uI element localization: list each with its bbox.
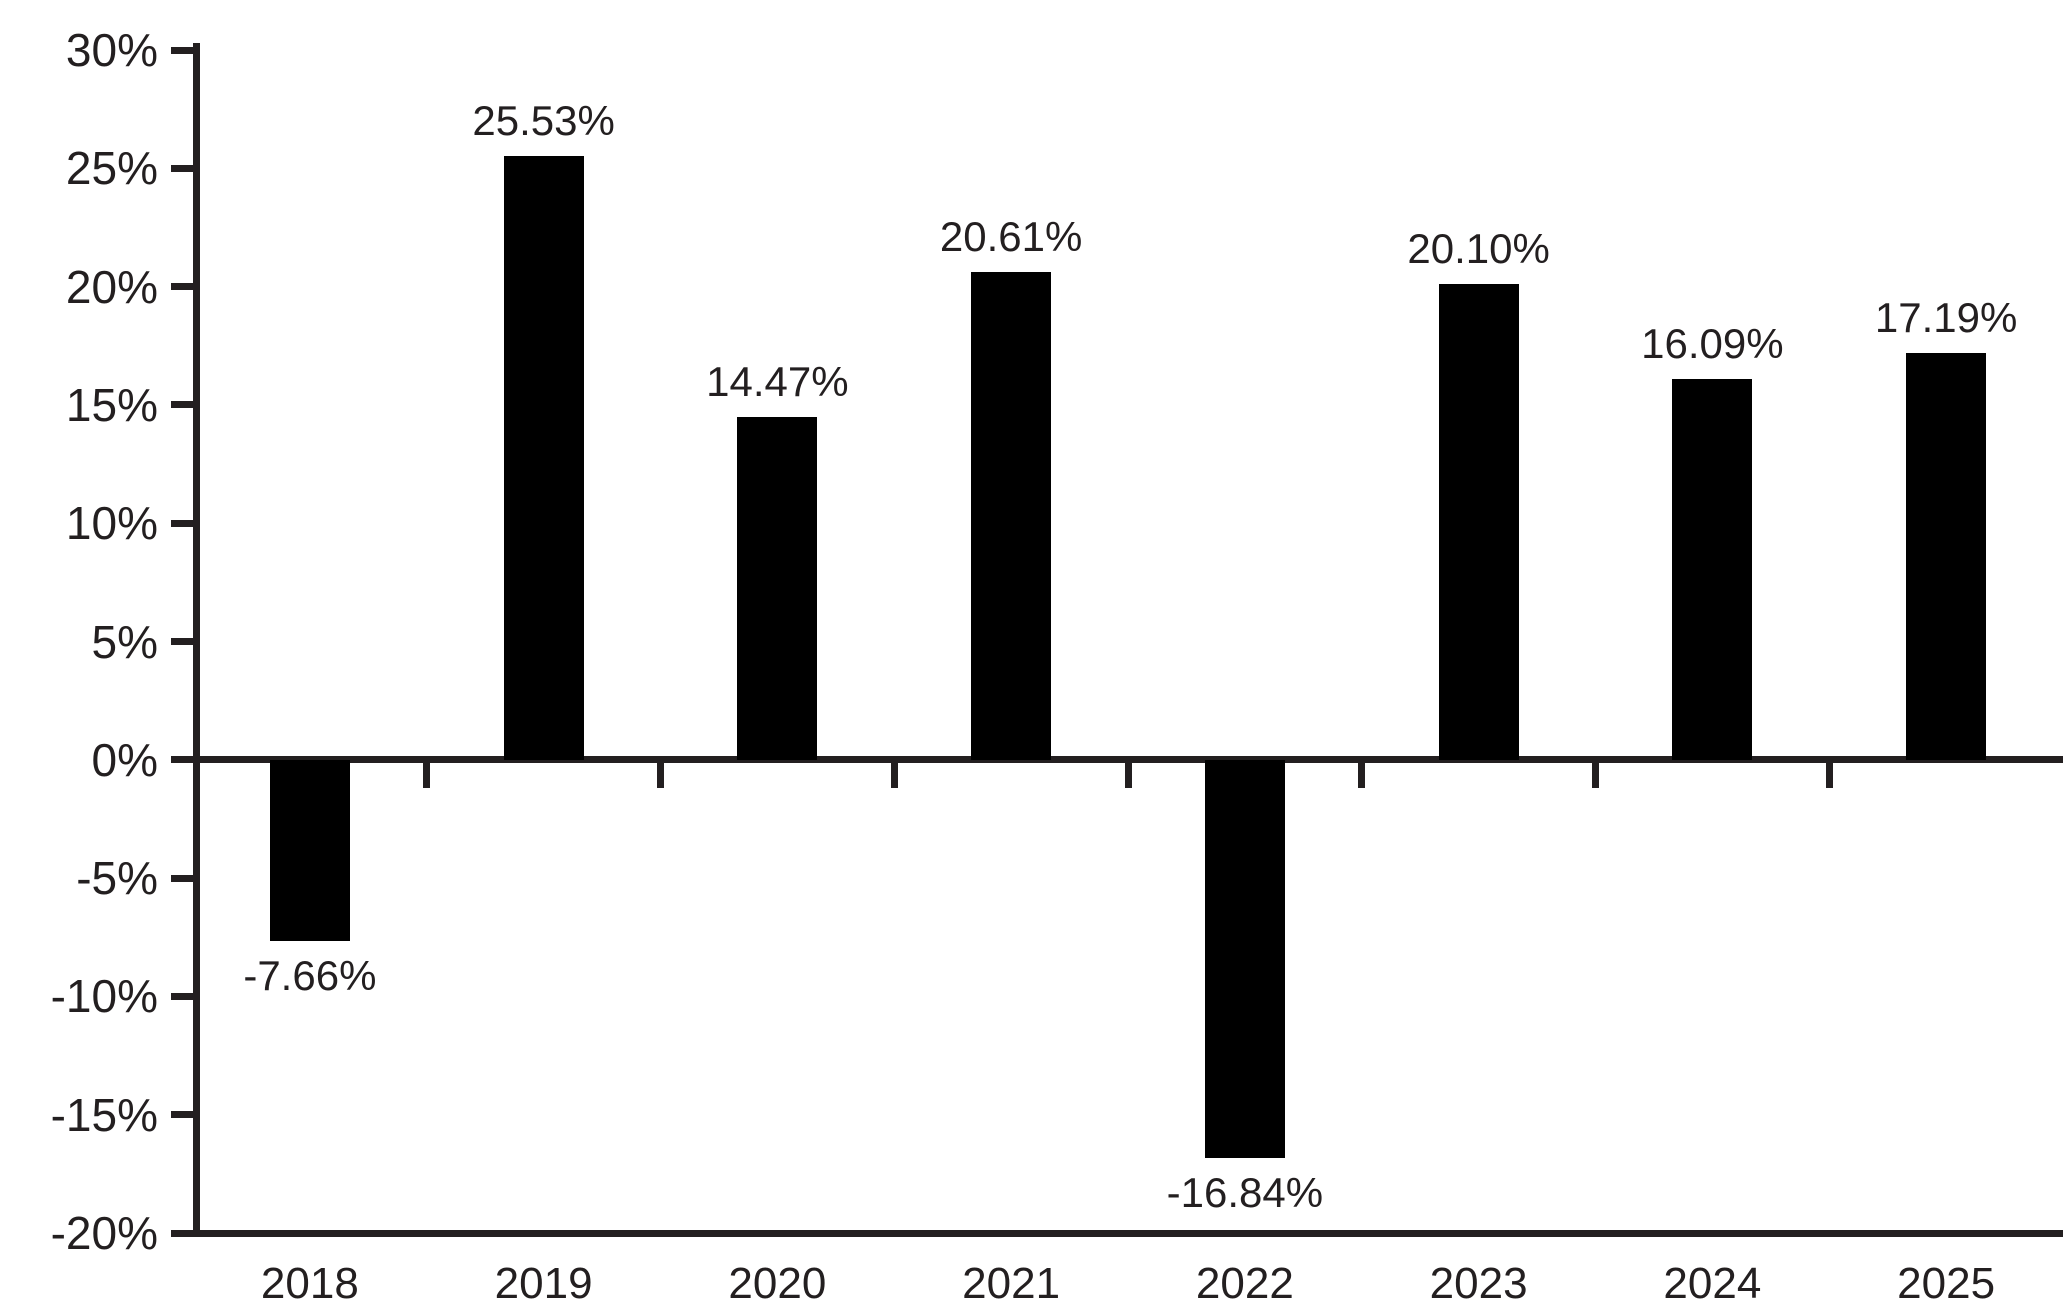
- bar-2024: [1672, 379, 1753, 760]
- x-axis-bottom-line: [193, 1229, 2063, 1237]
- y-axis-line: [193, 43, 200, 1237]
- bar-value-label: 14.47%: [706, 358, 849, 406]
- x-axis-category-label: 2021: [962, 1259, 1061, 1308]
- bar-value-label: 17.19%: [1874, 294, 2018, 342]
- x-axis-category-label: 2019: [494, 1259, 593, 1308]
- x-axis-tick: [1124, 763, 1132, 789]
- y-axis-tick-label: -5%: [76, 852, 158, 905]
- x-axis-tick: [1825, 763, 1833, 789]
- y-axis-tick-label: 20%: [65, 260, 158, 313]
- y-axis-tick: [171, 874, 193, 882]
- x-axis-tick: [1358, 763, 1366, 789]
- bar-value-label: 20.10%: [1407, 225, 1550, 273]
- y-axis-tick-label: 5%: [91, 615, 158, 668]
- bar-2020: [737, 417, 818, 760]
- x-axis-zero-line: [193, 756, 2063, 764]
- bar-2025: [1906, 353, 1987, 760]
- bar-value-label: 16.09%: [1641, 320, 1784, 368]
- y-axis-tick: [171, 401, 193, 409]
- x-axis-tick: [1592, 763, 1599, 789]
- x-axis-category-label: 2020: [728, 1259, 827, 1308]
- y-axis-tick: [171, 46, 193, 54]
- bar-2021: [971, 272, 1052, 760]
- bar-value-label: -7.66%: [243, 952, 377, 1000]
- y-axis-tick-label: 25%: [65, 142, 158, 195]
- bar-2022: [1204, 759, 1285, 1159]
- y-axis-tick: [171, 992, 193, 1000]
- y-axis-tick-label: 10%: [65, 497, 158, 550]
- y-axis-tick-label: 0%: [91, 733, 158, 786]
- bar-2023: [1438, 284, 1519, 760]
- bar-2018: [269, 759, 350, 942]
- bar-value-label: 20.61%: [939, 213, 1083, 261]
- y-axis-tick-label: -20%: [50, 1207, 158, 1259]
- x-axis-tick: [890, 763, 898, 789]
- y-axis-tick: [171, 1229, 193, 1237]
- y-axis-tick-label: -10%: [50, 970, 158, 1023]
- x-axis-category-label: 2023: [1429, 1259, 1528, 1308]
- y-axis-tick: [171, 519, 193, 527]
- y-axis-tick-label: -15%: [50, 1088, 158, 1141]
- bar-2019: [503, 155, 584, 760]
- x-axis-category-label: 2025: [1897, 1259, 1996, 1308]
- x-axis-category-label: 2024: [1663, 1259, 1762, 1308]
- x-axis-tick: [423, 763, 431, 789]
- y-axis-tick: [171, 756, 193, 764]
- y-axis-tick: [171, 283, 193, 291]
- y-axis-tick: [171, 164, 193, 172]
- y-axis-tick: [171, 1111, 193, 1119]
- x-axis-category-label: 2022: [1195, 1259, 1294, 1308]
- y-axis-tick-label: 30%: [65, 24, 158, 76]
- bar-value-label: 25.53%: [472, 96, 615, 144]
- bar-value-label: -16.84%: [1166, 1169, 1324, 1217]
- y-axis-tick-label: 15%: [65, 378, 158, 431]
- x-axis-category-label: 2018: [260, 1259, 359, 1308]
- x-axis-tick: [657, 763, 664, 789]
- y-axis-tick: [171, 638, 193, 645]
